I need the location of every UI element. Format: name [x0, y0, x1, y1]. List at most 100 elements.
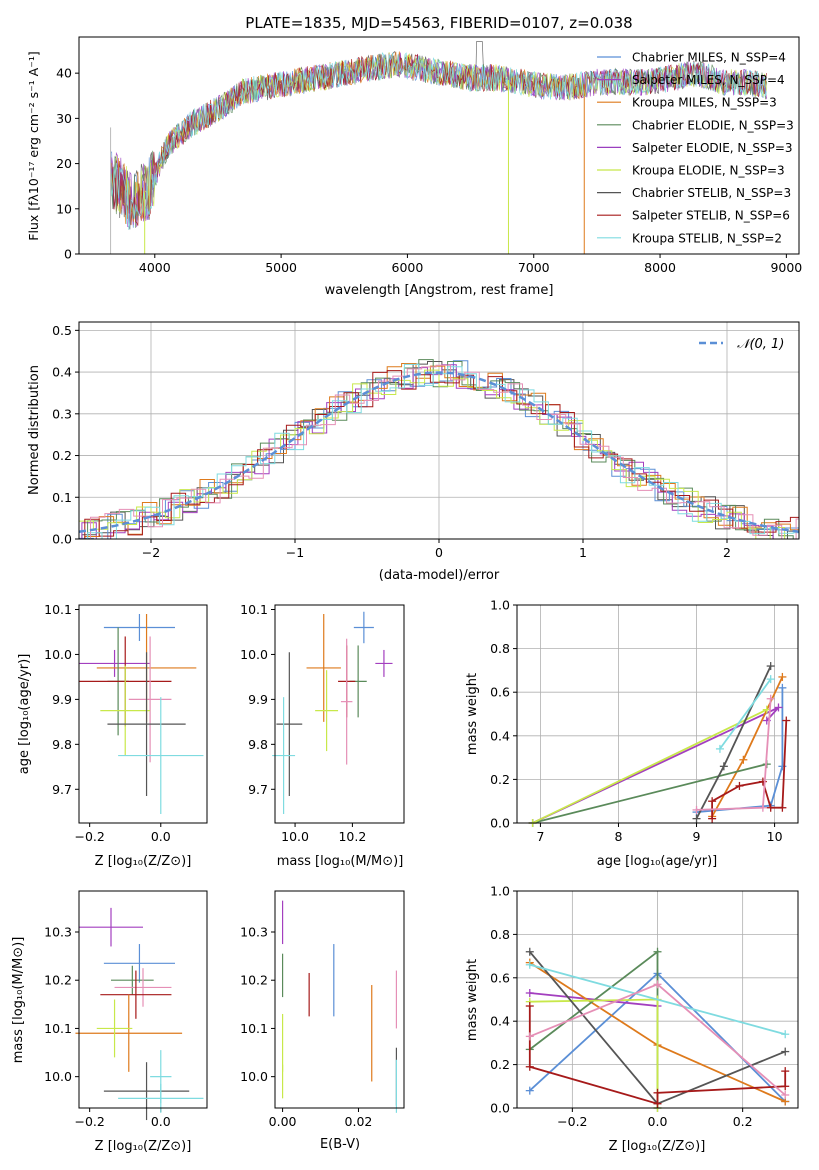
age-vs-mass-ytick-label: 9.9 [248, 692, 268, 707]
age-vs-Z-xtick-label: 0.0 [151, 829, 171, 844]
residuals-xtick-label: −2 [142, 545, 160, 560]
weight-vs-Z-ytick-label: 0.8 [490, 927, 510, 942]
legend-entry: Chabrier STELIB, N_SSP=3 [632, 186, 791, 200]
mass-vs-ebv-axes-frame [274, 890, 405, 1109]
weight-vs-Z-ylabel: mass weight [465, 959, 480, 1041]
residual-histogram [90, 364, 799, 540]
gauss-legend-label: 𝒩(0, 1) [737, 337, 784, 352]
weight-vs-Z-series-line [529, 963, 786, 1036]
mass-vs-ebv-xtick-label: 0.00 [269, 1114, 297, 1129]
residuals-xtick-label: 0 [435, 545, 443, 560]
mass-vs-Z-panel: −0.2 0.010.010.110.210.3 Z [log₁₀(Z/Z⊙)] … [11, 890, 208, 1154]
spectrum-xtick-label: 4000 [139, 260, 171, 275]
residual-histogram [78, 369, 799, 540]
weight-vs-age-series-line [532, 763, 768, 824]
spectrum-series-line [110, 51, 767, 231]
spectrum-xtick-label: 7000 [518, 260, 550, 275]
age-vs-mass-xtick-label: 10.0 [281, 829, 309, 844]
residuals-xlabel: (data-model)/error [379, 568, 500, 583]
residuals-ytick-label: 0.5 [52, 323, 72, 338]
age-vs-mass-panel: 10.0 10.2 9.7 9.8 9.9 10.0 10.1 mass [log₁₀(M/… [240, 602, 405, 869]
spectrum-xtick-label: 5000 [265, 260, 297, 275]
weight-vs-Z-xtick-label: 0.2 [733, 1114, 753, 1129]
residuals-xtick-label: 1 [579, 545, 587, 560]
residuals-axes-frame [78, 321, 800, 540]
mass-vs-ebv-xlabel: E(B-V) [320, 1137, 360, 1152]
legend-entry: Salpeter ELODIE, N_SSP=3 [632, 141, 793, 155]
mass-vs-Z-ylabel: mass [log₁₀(M/M⊙)] [11, 937, 26, 1064]
age-vs-Z-ytick-label: 9.7 [52, 782, 72, 797]
age-vs-Z-ytick-label: 9.8 [52, 737, 72, 752]
mass-vs-ebv-xtick-label: 0.02 [345, 1114, 373, 1129]
mass-vs-Z-ytick-label: 10.2 [44, 973, 72, 988]
weight-vs-age-series-line [695, 665, 772, 820]
weight-vs-age-xtick-label: 10 [767, 829, 783, 844]
gauss-curve [78, 371, 800, 533]
spectrum-title: PLATE=1835, MJD=54563, FIBERID=0107, z=0… [245, 14, 632, 32]
spectrum-xtick-label: 6000 [392, 260, 424, 275]
mass-vs-Z-xtick-label: 0.0 [151, 1114, 171, 1129]
weight-vs-age-xlabel: age [log₁₀(age/yr)] [597, 854, 718, 869]
mass-vs-Z-ytick-label: 10.3 [44, 924, 72, 939]
weight-vs-age-xtick-label: 8 [614, 829, 622, 844]
age-vs-Z-ytick-label: 10.1 [44, 602, 72, 617]
legend-entry: Kroupa ELODIE, N_SSP=3 [632, 164, 785, 178]
spectrum-axes-frame [78, 36, 800, 255]
mass-vs-ebv-panel: 0.00 0.02 10.0 10.1 10.2 10.3 E(B-V) [240, 890, 405, 1152]
weight-vs-age-ylabel: mass weight [465, 673, 480, 755]
weight-vs-age-xtick-label: 7 [536, 829, 544, 844]
legend-entry: Chabrier ELODIE, N_SSP=3 [632, 118, 794, 132]
residual-histogram [84, 370, 799, 539]
weight-vs-age-ytick-label: 1.0 [490, 598, 510, 613]
age-vs-Z-xlabel: Z [log₁₀(Z/Z⊙)] [95, 854, 192, 869]
mass-vs-Z-ytick-label: 10.0 [44, 1069, 72, 1084]
weight-vs-Z-ytick-label: 0.6 [490, 970, 510, 985]
weight-vs-Z-series-line [529, 998, 659, 1108]
residuals-panel: −2 −1 0 1 2 0.0 0.1 0.2 0.3 0.4 0.5 (data-model)/e… [27, 321, 800, 583]
spectrum-panel: PLATE=1835, MJD=54563, FIBERID=0107, z=0… [26, 14, 802, 298]
residuals-ytick-label: 0.1 [52, 490, 72, 505]
residuals-ylabel: Normed distribution [27, 365, 42, 495]
residuals-ytick-label: 0.2 [52, 448, 72, 463]
residuals-ytick-label: 0.0 [52, 532, 72, 547]
spectrum-xlabel: wavelength [Angstrom, rest frame] [325, 283, 554, 298]
age-vs-Z-ytick-label: 9.9 [52, 692, 72, 707]
spectrum-ytick-label: 40 [56, 66, 72, 81]
mass-vs-Z-ytick-label: 10.1 [44, 1021, 72, 1036]
age-vs-mass-ytick-label: 9.8 [248, 737, 268, 752]
age-vs-mass-ytick-label: 9.7 [248, 782, 268, 797]
legend-entry: Salpeter MILES, N_SSP=4 [632, 73, 785, 87]
legend-entry: Kroupa MILES, N_SSP=3 [632, 96, 777, 110]
weight-vs-Z-ytick-label: 0.4 [490, 1014, 510, 1029]
spectrum-xtick-label: 9000 [770, 260, 802, 275]
spectrum-xtick-label: 8000 [644, 260, 676, 275]
spectrum-ytick-label: 30 [56, 111, 72, 126]
age-vs-Z-ylabel: age [log₁₀(age/yr)] [17, 654, 32, 775]
mass-vs-Z-xtick-label: −0.2 [74, 1114, 104, 1129]
weight-vs-age-ytick-label: 0.8 [490, 641, 510, 656]
mass-vs-ebv-ytick-label: 10.2 [240, 973, 268, 988]
age-vs-mass-ytick-label: 10.1 [240, 602, 268, 617]
weight-vs-Z-ytick-label: 1.0 [490, 884, 510, 899]
mass-vs-Z-xlabel: Z [log₁₀(Z/Z⊙)] [95, 1139, 192, 1154]
age-vs-mass-xtick-label: 10.2 [338, 829, 366, 844]
legend-entry: Kroupa STELIB, N_SSP=2 [632, 231, 782, 245]
weight-vs-Z-axes-frame [516, 890, 799, 1109]
age-vs-Z-panel: −0.2 0.0 9.7 9.8 9.9 10.0 10.1 Z [log₁₀(Z/Z⊙)]… [17, 602, 208, 869]
spectrum-ytick-label: 0 [64, 247, 72, 262]
mass-vs-Z-axes-frame [78, 890, 208, 1109]
weight-vs-age-xtick-label: 9 [693, 829, 701, 844]
spectrum-ytick-label: 20 [56, 156, 72, 171]
age-vs-Z-ytick-label: 10.0 [44, 647, 72, 662]
age-vs-Z-xtick-label: −0.2 [74, 829, 104, 844]
weight-vs-age-series-line [696, 698, 772, 811]
legend-entry: Chabrier MILES, N_SSP=4 [632, 51, 786, 65]
age-vs-mass-ytick-label: 10.0 [240, 647, 268, 662]
weight-vs-Z-xlabel: Z [log₁₀(Z/Z⊙)] [609, 1139, 706, 1154]
weight-vs-Z-xtick-label: −0.2 [557, 1114, 587, 1129]
weight-vs-Z-panel: −0.2 0.0 0.2 0.0 0.2 0.4 0.6 0.8 1.0 Z [log₁₀(Z/… [465, 884, 799, 1154]
weight-vs-age-series-line [532, 708, 768, 824]
weight-vs-age-ytick-label: 0.2 [490, 772, 510, 787]
age-vs-mass-axes-frame [274, 604, 405, 824]
